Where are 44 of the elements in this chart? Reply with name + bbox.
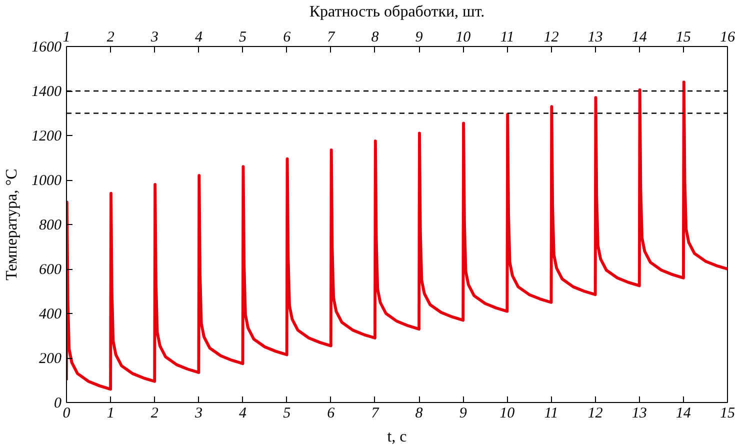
- x2-tick-label: 15: [676, 30, 692, 46]
- x2-tick-label: 5: [239, 30, 248, 46]
- y-tick-label: 200: [39, 351, 62, 367]
- x2-tick-label: 9: [415, 30, 424, 46]
- x-tick-label: 1: [106, 406, 114, 422]
- x2-tick-label: 2: [106, 30, 115, 46]
- x-tick-label: 8: [415, 406, 424, 422]
- x2-tick-label: 10: [456, 30, 472, 46]
- x-tick-label: 13: [632, 406, 647, 422]
- x2-tick-label: 1: [62, 30, 70, 46]
- y-tick-label: 0: [54, 396, 62, 412]
- x2-axis-title: Кратность обработки, шт.: [309, 4, 485, 20]
- x2-tick-label: 7: [327, 30, 336, 46]
- y-tick-label: 400: [39, 306, 62, 322]
- x-tick-label: 2: [150, 406, 159, 422]
- x-tick-label: 4: [239, 406, 248, 422]
- x2-tick-label: 16: [720, 30, 735, 46]
- x2-tick-label: 11: [500, 30, 514, 46]
- x-axis-title: t, с: [387, 428, 407, 446]
- x-tick-label: 5: [283, 406, 292, 422]
- x-tick-label: 12: [588, 406, 604, 422]
- x-tick-label: 3: [194, 406, 202, 422]
- x-tick-label: 7: [371, 406, 380, 422]
- x-tick-label: 14: [676, 406, 692, 422]
- y-tick-label: 1200: [32, 128, 62, 144]
- x2-tick-label: 4: [194, 30, 203, 46]
- x2-tick-label: 14: [632, 30, 648, 46]
- x-tick-label: 15: [720, 406, 735, 422]
- x2-tick-label: 13: [588, 30, 603, 46]
- x-tick-label: 11: [544, 406, 558, 422]
- y-tick-label: 600: [39, 262, 62, 278]
- x2-tick-label: 8: [371, 30, 380, 46]
- x-tick-label: 10: [500, 406, 516, 422]
- x2-tick-label: 6: [283, 30, 292, 46]
- y-tick-label: 1000: [32, 173, 62, 189]
- y-axis-title: Температура, °С: [4, 168, 20, 280]
- y-tick-label: 800: [39, 218, 62, 234]
- x-tick-label: 6: [327, 406, 336, 422]
- x2-tick-label: 12: [544, 30, 560, 46]
- line-series: [66, 80, 728, 391]
- y-tick-label: 1600: [32, 40, 62, 56]
- y-tick-label: 1400: [32, 84, 62, 100]
- x2-tick-label: 3: [150, 30, 158, 46]
- x-tick-label: 9: [459, 406, 468, 422]
